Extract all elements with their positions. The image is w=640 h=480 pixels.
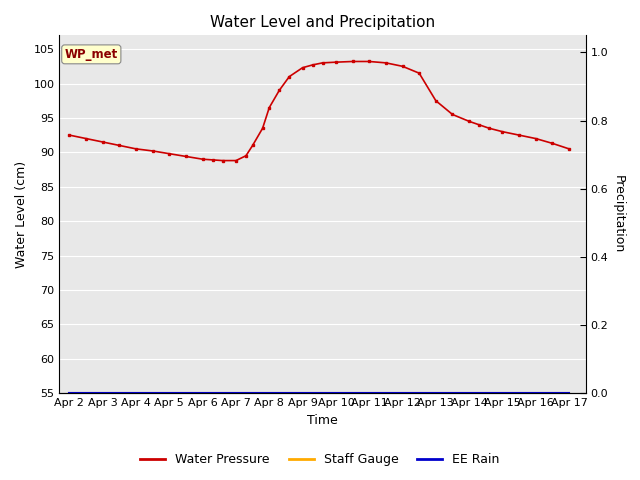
X-axis label: Time: Time	[307, 414, 338, 427]
Legend: Water Pressure, Staff Gauge, EE Rain: Water Pressure, Staff Gauge, EE Rain	[136, 448, 504, 471]
Y-axis label: Precipitation: Precipitation	[612, 175, 625, 253]
Y-axis label: Water Level (cm): Water Level (cm)	[15, 161, 28, 268]
Title: Water Level and Precipitation: Water Level and Precipitation	[210, 15, 435, 30]
Text: WP_met: WP_met	[65, 48, 118, 61]
